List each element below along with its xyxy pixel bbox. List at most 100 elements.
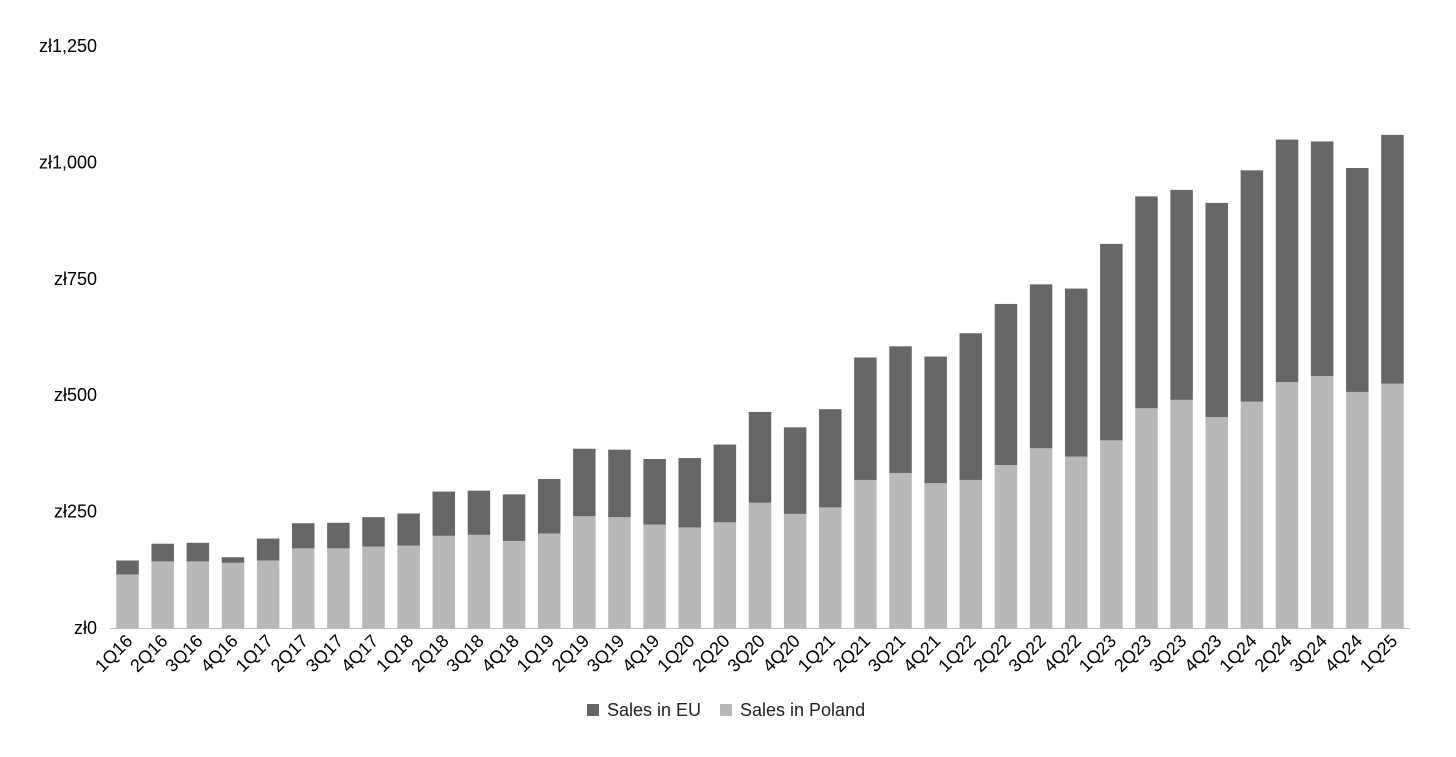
bar-sales-in-eu bbox=[1381, 134, 1404, 384]
bar-stack bbox=[151, 543, 174, 628]
bar-sales-in-poland bbox=[819, 507, 842, 628]
y-tick-label: zł1,250 bbox=[39, 36, 97, 56]
bar-sales-in-poland bbox=[1064, 456, 1088, 628]
bar-stack bbox=[467, 490, 491, 628]
bar-sales-in-eu bbox=[608, 449, 631, 518]
bar-sales-in-eu bbox=[1310, 141, 1334, 377]
x-tick-label: 4Q24 bbox=[1321, 631, 1366, 676]
bar-stack bbox=[1275, 139, 1299, 628]
bar-sales-in-poland bbox=[994, 465, 1018, 628]
bar-stack bbox=[713, 444, 737, 628]
bar-stack bbox=[924, 356, 947, 628]
bar-sales-in-poland bbox=[1240, 401, 1264, 628]
x-tick-label: 4Q18 bbox=[478, 631, 523, 676]
x-tick-label: 4Q17 bbox=[337, 631, 382, 676]
x-tick-label: 1Q25 bbox=[1356, 631, 1401, 676]
legend-swatch bbox=[720, 704, 732, 716]
bar-sales-in-poland bbox=[924, 483, 947, 628]
bar-sales-in-eu bbox=[116, 560, 139, 575]
bar-stack bbox=[819, 409, 842, 628]
bar-sales-in-eu bbox=[467, 490, 491, 535]
x-tick-label: 1Q17 bbox=[232, 631, 277, 676]
x-tick-label: 4Q19 bbox=[618, 631, 663, 676]
x-tick-label: 3Q17 bbox=[302, 631, 347, 676]
bar-stack bbox=[994, 303, 1018, 628]
bar-stack bbox=[1100, 243, 1123, 628]
bar-sales-in-eu bbox=[1275, 139, 1299, 383]
y-tick-label: zł0 bbox=[74, 618, 97, 638]
bar-sales-in-eu bbox=[1135, 196, 1158, 409]
bar-sales-in-poland bbox=[959, 479, 983, 628]
bar-sales-in-poland bbox=[397, 545, 420, 628]
bar-sales-in-poland bbox=[116, 574, 139, 628]
bar-sales-in-poland bbox=[432, 535, 456, 628]
bar-sales-in-eu bbox=[397, 513, 420, 546]
x-tick-label: 1Q21 bbox=[794, 631, 839, 676]
x-tick-label: 3Q23 bbox=[1145, 631, 1190, 676]
bar-sales-in-poland bbox=[221, 562, 245, 628]
x-tick-label: 2Q20 bbox=[688, 631, 733, 676]
bar-sales-in-poland bbox=[1346, 391, 1369, 628]
bar-sales-in-eu bbox=[432, 491, 456, 536]
x-tick-label: 1Q19 bbox=[513, 631, 558, 676]
bar-sales-in-poland bbox=[151, 561, 174, 628]
x-tick-label: 3Q21 bbox=[864, 631, 909, 676]
x-tick-label: 1Q22 bbox=[934, 631, 979, 676]
bar-sales-in-poland bbox=[537, 533, 561, 628]
bar-sales-in-eu bbox=[537, 479, 561, 534]
x-tick-label: 3Q20 bbox=[724, 631, 769, 676]
bar-sales-in-poland bbox=[467, 534, 491, 628]
bar-stack bbox=[327, 522, 350, 628]
bar-stack bbox=[1240, 170, 1264, 628]
x-tick-label: 1Q24 bbox=[1215, 631, 1260, 676]
legend-item: Sales in Poland bbox=[720, 700, 865, 720]
bar-sales-in-poland bbox=[713, 522, 737, 628]
x-tick-label: 3Q22 bbox=[1005, 631, 1050, 676]
bar-sales-in-poland bbox=[1170, 399, 1193, 628]
bar-sales-in-eu bbox=[292, 523, 315, 549]
legend-swatch bbox=[587, 704, 599, 716]
x-tick-label: 4Q16 bbox=[197, 631, 242, 676]
x-tick-label: 2Q21 bbox=[829, 631, 874, 676]
bar-sales-in-eu bbox=[889, 346, 912, 473]
bar-sales-in-poland bbox=[854, 479, 877, 628]
legend-label: Sales in EU bbox=[607, 700, 701, 720]
bar-stack bbox=[783, 427, 807, 628]
bar-sales-in-poland bbox=[889, 472, 912, 628]
y-tick-label: zł750 bbox=[54, 269, 97, 289]
bar-sales-in-poland bbox=[1275, 382, 1299, 628]
legend-item: Sales in EU bbox=[587, 700, 701, 720]
y-tick-label: zł500 bbox=[54, 385, 97, 405]
bar-sales-in-poland bbox=[1310, 376, 1334, 628]
bar-stack bbox=[1064, 288, 1088, 628]
y-tick-label: zł1,000 bbox=[39, 152, 97, 172]
x-tick-label: 1Q16 bbox=[91, 631, 136, 676]
x-tick-label: 2Q22 bbox=[969, 631, 1014, 676]
bar-sales-in-eu bbox=[1029, 284, 1053, 449]
bar-sales-in-poland bbox=[1205, 417, 1228, 628]
bar-stack bbox=[186, 542, 210, 628]
bar-stack bbox=[854, 357, 877, 628]
bar-sales-in-poland bbox=[678, 527, 701, 628]
bar-sales-in-poland bbox=[1029, 448, 1053, 628]
x-tick-label: 3Q19 bbox=[583, 631, 628, 676]
bar-stack bbox=[1346, 167, 1369, 628]
bar-stack bbox=[748, 411, 772, 628]
bar-sales-in-poland bbox=[1135, 408, 1158, 628]
bar-stack bbox=[256, 538, 280, 628]
bar-sales-in-poland bbox=[502, 540, 526, 628]
bar-sales-in-eu bbox=[678, 458, 701, 528]
bar-sales-in-eu bbox=[573, 448, 596, 517]
bar-stack bbox=[643, 458, 666, 628]
x-tick-label: 4Q23 bbox=[1180, 631, 1225, 676]
bar-stack bbox=[1135, 196, 1158, 628]
bar-stack bbox=[573, 448, 596, 628]
x-tick-label: 4Q20 bbox=[759, 631, 804, 676]
bar-stack bbox=[537, 479, 561, 628]
bar-sales-in-eu bbox=[994, 303, 1018, 466]
bar-sales-in-poland bbox=[573, 516, 596, 628]
bar-sales-in-eu bbox=[1240, 170, 1264, 402]
legend: Sales in EU Sales in Poland bbox=[587, 700, 865, 720]
x-tick-label: 2Q17 bbox=[267, 631, 312, 676]
bar-stack bbox=[362, 517, 385, 628]
